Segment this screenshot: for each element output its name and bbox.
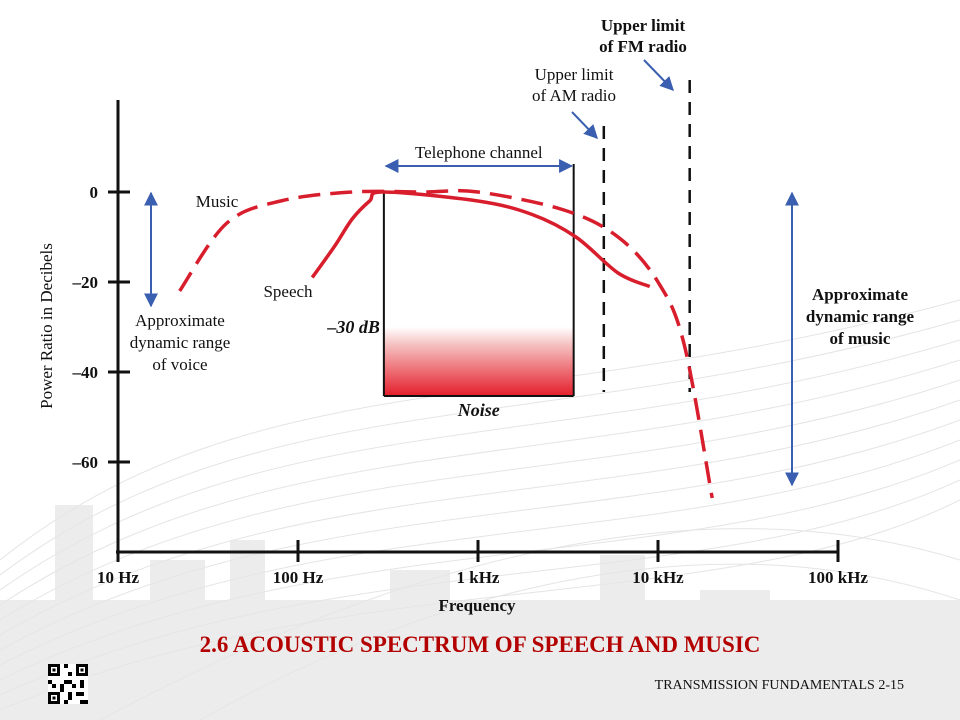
- qr-code-icon: [48, 664, 88, 704]
- series-speech-curve: [310, 190, 651, 289]
- radio-limit-label: Upper limit: [601, 16, 686, 35]
- music-curve-label: Music: [196, 192, 239, 211]
- radio-limit-arrow: [571, 111, 598, 140]
- music-range-line-2: dynamic range: [806, 307, 915, 326]
- y-ticks: 0 –20 –40 –60: [72, 183, 130, 472]
- speech-curve-label: Speech: [263, 282, 313, 301]
- x-tick-label: 100 Hz: [273, 568, 324, 587]
- radio-limits: Upper limit of AM radio Upper limit of FM r…: [532, 16, 691, 392]
- voice-range-line-2: dynamic range: [130, 333, 231, 352]
- slide-footer: TRANSMISSION FUNDAMENTALS 2-15: [654, 678, 904, 693]
- background-buildings: [0, 505, 960, 720]
- y-axis-title: Power Ratio in Decibels: [37, 243, 56, 409]
- noise-region: [383, 327, 574, 396]
- data-series: [178, 188, 714, 499]
- telephone-channel-label: Telephone channel: [415, 143, 543, 162]
- y-tick-label: 0: [90, 183, 99, 202]
- x-ticks: 10 Hz 100 Hz 1 kHz 10 kHz 100 kHz: [97, 540, 868, 587]
- radio-limit-label: of AM radio: [532, 86, 616, 105]
- noise-label: Noise: [457, 400, 500, 420]
- music-range-line-1: Approximate: [812, 285, 908, 304]
- x-tick-label: 10 Hz: [97, 568, 139, 587]
- x-tick-label: 10 kHz: [632, 568, 684, 587]
- y-tick-label: –20: [72, 273, 99, 292]
- voice-range-line-1: Approximate: [135, 311, 225, 330]
- series-music-curve: [178, 188, 714, 499]
- x-axis-title: Frequency: [438, 596, 516, 615]
- x-tick-label: 100 kHz: [808, 568, 868, 587]
- y-tick-label: –60: [72, 453, 99, 472]
- voice-range-label: Approximate dynamic range of voice: [130, 311, 231, 374]
- radio-limit-arrow: [643, 59, 674, 92]
- noise-level-label: –30 dB: [326, 317, 380, 337]
- x-tick-label: 1 kHz: [457, 568, 500, 587]
- slide-title: 2.6 ACOUSTIC SPECTRUM OF SPEECH AND MUSI…: [199, 632, 761, 657]
- radio-limit-label: of FM radio: [599, 37, 687, 56]
- y-tick-label: –40: [72, 363, 99, 382]
- voice-range-line-3: of voice: [152, 355, 207, 374]
- music-range-line-3: of music: [830, 329, 891, 348]
- music-range-label: Approximate dynamic range of music: [806, 285, 915, 348]
- radio-limit-label: Upper limit: [535, 65, 614, 84]
